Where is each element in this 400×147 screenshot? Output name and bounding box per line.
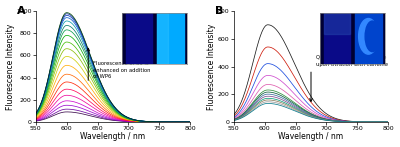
Text: Fluorescence of S1 is
enhanced on addition
of WP6: Fluorescence of S1 is enhanced on additi… <box>93 61 151 79</box>
Y-axis label: Fluorescence Intensity: Fluorescence Intensity <box>207 23 216 110</box>
Text: Quenching of fluorescence
upon titration with caffeine: Quenching of fluorescence upon titration… <box>316 55 388 67</box>
Text: A: A <box>17 6 26 16</box>
X-axis label: Wavelength / nm: Wavelength / nm <box>80 132 146 141</box>
Y-axis label: Fluorescence Intensity: Fluorescence Intensity <box>6 23 14 110</box>
Text: B: B <box>215 6 224 16</box>
X-axis label: Wavelength / nm: Wavelength / nm <box>278 132 344 141</box>
